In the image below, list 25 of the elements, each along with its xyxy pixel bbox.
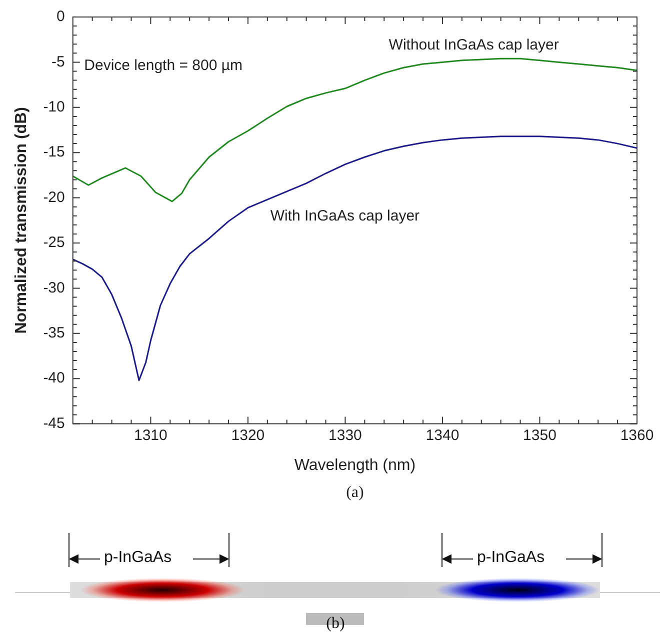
y-tick-label: -35 [43, 324, 65, 342]
annotation: Device length = 800 µm [84, 56, 242, 74]
y-tick-label: -25 [43, 234, 65, 252]
y-tick-label: -40 [43, 370, 65, 387]
x-tick-label: 1320 [231, 426, 265, 444]
y-axis-title: Normalized transmission (dB) [13, 107, 30, 334]
y-tick-label: 0 [56, 8, 65, 26]
series-label: With InGaAs cap layer [270, 207, 420, 224]
x-tick-label: 1330 [328, 426, 362, 444]
x-tick-label: 1360 [620, 426, 654, 444]
x-tick-label: 1340 [426, 426, 460, 444]
y-tick-label: -20 [43, 188, 65, 206]
y-tick-label: -30 [43, 279, 65, 296]
text: (b) [325, 615, 346, 633]
x-axis-title: Wavelength (nm) [294, 456, 416, 474]
text: p-InGaAs [104, 549, 172, 567]
text: p-InGaAs [477, 549, 545, 567]
y-tick-label: -15 [43, 144, 65, 161]
x-tick-label: 1350 [523, 426, 556, 444]
y-tick-label: -5 [52, 53, 65, 70]
series-label: Without InGaAs cap layer [388, 36, 559, 54]
y-tick-label: -45 [43, 414, 65, 432]
text: (a) [346, 484, 364, 502]
y-tick-label: -10 [43, 98, 65, 116]
x-tick-label: 1310 [134, 426, 168, 444]
